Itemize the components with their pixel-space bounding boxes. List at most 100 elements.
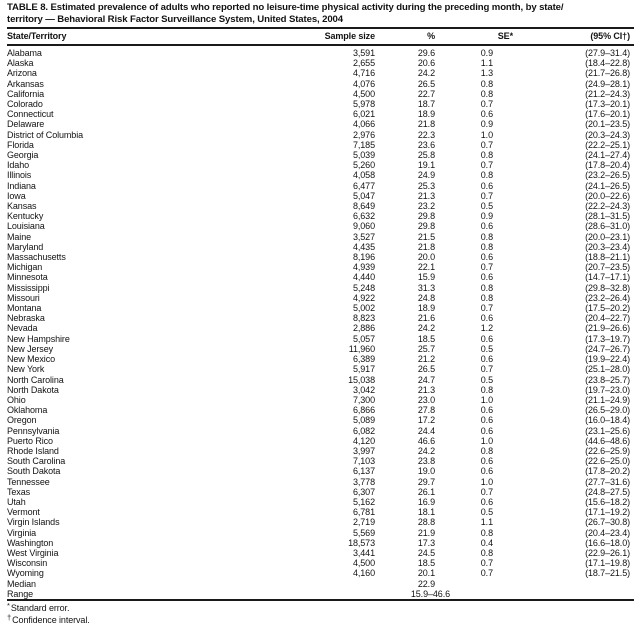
table-row: Michigan 4,939 22.1 0.7 (20.7–23.5) [7,262,634,272]
cell-se: 0.6 [480,405,493,416]
cell-ci: (17.3–19.7) [585,333,630,344]
table-row: Massachusetts 8,196 20.0 0.6 (18.8–21.1) [7,252,634,262]
cell-percent: 26.1 [417,486,435,497]
cell-sample-size: 8,196 [352,252,375,263]
cell-sample-size: 7,103 [352,456,375,467]
cell-se: 1.1 [480,517,493,528]
cell-ci: (24.8–27.5) [585,486,630,497]
cell-ci: (18.7–21.5) [585,568,630,579]
cell-percent: 18.1 [417,507,435,518]
table-row: North Carolina 15,038 24.7 0.5 (23.8–25.7) [7,375,634,385]
asterisk-footnote-marker: * [7,601,10,611]
table-row: Arizona 4,716 24.2 1.3 (21.7–26.8) [7,68,634,78]
cell-sample-size: 2,976 [352,129,375,140]
dagger-footnote-marker: † [7,613,12,623]
column-header-se-label: SE* [497,31,513,41]
column-header-ci: (95% CI†) [493,27,634,46]
cell-state: Virginia [7,527,37,538]
cell-percent: 24.4 [417,425,435,436]
cell-percent: 46.6 [417,435,435,446]
cell-state: North Dakota [7,384,59,395]
cell-se: 0.7 [480,262,493,273]
table-row: Louisiana 9,060 29.8 0.6 (28.6–31.0) [7,221,634,231]
cell-se: 0.7 [480,160,493,171]
cell-ci: (20.4–23.4) [585,527,630,538]
cell-state: Missouri [7,292,40,303]
cell-state: New Jersey [7,343,54,354]
cell-percent: 17.3 [417,537,435,548]
cell-se: 0.6 [480,354,493,365]
cell-state: Florida [7,139,34,150]
cell-sample-size: 4,160 [352,568,375,579]
cell-se: 0.6 [480,109,493,120]
cell-percent: 23.2 [417,201,435,212]
cell-se: 1.3 [480,68,493,79]
cell-sample-size: 2,719 [352,517,375,528]
cell-sample-size: 4,076 [352,78,375,89]
cell-sample-size: 6,781 [352,507,375,518]
cell-percent: 18.5 [417,333,435,344]
cell-state: Connecticut [7,109,54,120]
cell-ci: (22.2–24.3) [585,201,630,212]
cell-ci: (17.1–19.8) [585,558,630,569]
cell-sample-size: 3,527 [352,231,375,242]
cell-percent: 19.0 [417,466,435,477]
table-header: State/Territory Sample size % SE* (95% C… [7,27,634,46]
cell-state: West Virginia [7,547,59,558]
cell-state: Oklahoma [7,405,48,416]
cell-state: Wyoming [7,568,44,579]
cell-ci: (17.3–20.1) [585,99,630,110]
table-row: Texas 6,307 26.1 0.7 (24.8–27.5) [7,487,634,497]
cell-ci: (20.0–22.6) [585,190,630,201]
cell-sample-size: 6,477 [352,180,375,191]
cell-ci: (24.9–28.1) [585,78,630,89]
column-header-state-territory: State/Territory [7,27,302,46]
header-row: State/Territory Sample size % SE* (95% C… [7,27,634,46]
cell-se: 1.0 [480,476,493,487]
cell-state: Vermont [7,507,40,518]
cell-se: 0.7 [480,190,493,201]
cell-ci: (16.6–18.0) [585,537,630,548]
cell-sample-size: 5,569 [352,527,375,538]
cell-ci: (21.9–26.6) [585,323,630,334]
cell-ci: (20.0–23.1) [585,231,630,242]
cell-sample-size: 3,591 [352,48,375,58]
cell-ci: (20.7–23.5) [585,262,630,273]
cell-percent: 22.7 [417,88,435,99]
cell-se: 0.8 [480,282,493,293]
cell-state: Louisiana [7,221,45,232]
table-row: New Hampshire 5,057 18.5 0.6 (17.3–19.7) [7,334,634,344]
cell-state: Ohio [7,394,26,405]
cell-sample-size: 5,039 [352,150,375,161]
cell-percent: 17.2 [417,415,435,426]
table-row: Mississippi 5,248 31.3 0.8 (29.8–32.8) [7,283,634,293]
cell-state: Puerto Rico [7,435,53,446]
cell-state: Alabama [7,48,42,58]
cell-se: 0.8 [480,78,493,89]
cell-state: Massachusetts [7,252,66,263]
cell-ci: (23.1–25.6) [585,425,630,436]
cell-percent: 27.8 [417,405,435,416]
cell-state: Range [7,588,34,599]
cell-ci: (26.5–29.0) [585,405,630,416]
cell-se: 0.6 [480,221,493,232]
cell-state: Washington [7,537,54,548]
cell-state: Median [7,578,36,589]
cell-sample-size: 8,649 [352,201,375,212]
cell-ci: (23.8–25.7) [585,374,630,385]
cell-percent: 18.9 [417,109,435,120]
table-title-line-1: TABLE 8. Estimated prevalence of adults … [7,2,564,13]
cell-state: Indiana [7,180,36,191]
cell-percent: 29.6 [417,48,435,58]
cell-se: 0.5 [480,201,493,212]
cell-se: 0.7 [480,139,493,150]
cell-percent: 24.5 [417,547,435,558]
cell-se: 0.7 [480,568,493,579]
cell-percent-range-value: 15.9–46.6 [410,588,450,599]
cell-se: 0.6 [480,456,493,467]
cell-sample-size: 4,058 [352,170,375,181]
cell-state: Tennessee [7,476,50,487]
cell-sample-size: 8,823 [352,313,375,324]
cell-state: Idaho [7,160,30,171]
